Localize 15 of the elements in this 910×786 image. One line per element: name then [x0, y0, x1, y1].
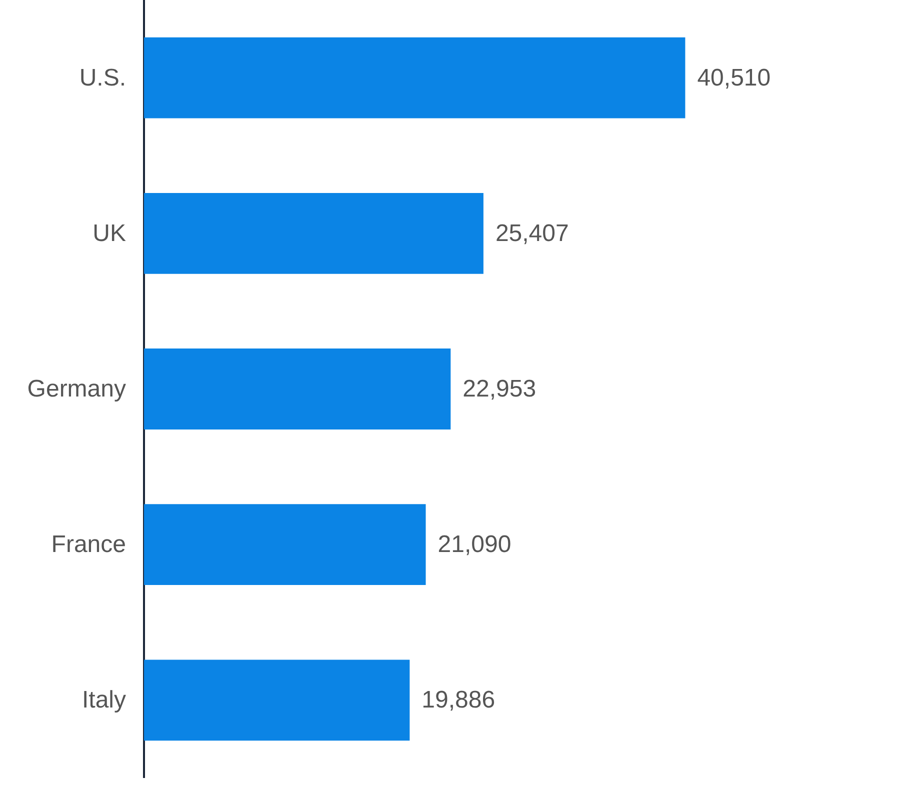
y-tick-label: France	[51, 531, 126, 558]
data-label: 19,886	[422, 686, 496, 714]
data-label: 22,953	[462, 376, 536, 402]
bar	[144, 348, 451, 430]
y-tick-label: UK	[92, 220, 126, 247]
data-label: 21,090	[438, 531, 512, 558]
bar	[144, 660, 410, 741]
bar	[144, 504, 426, 586]
bar	[144, 192, 484, 274]
data-label: 40,510	[697, 64, 771, 92]
y-tick-label: U.S.	[79, 64, 126, 92]
y-tick-label: Italy	[82, 686, 126, 714]
y-tick-label: Germany	[27, 376, 126, 402]
data-label: 25,407	[495, 220, 569, 247]
bar	[144, 37, 686, 118]
